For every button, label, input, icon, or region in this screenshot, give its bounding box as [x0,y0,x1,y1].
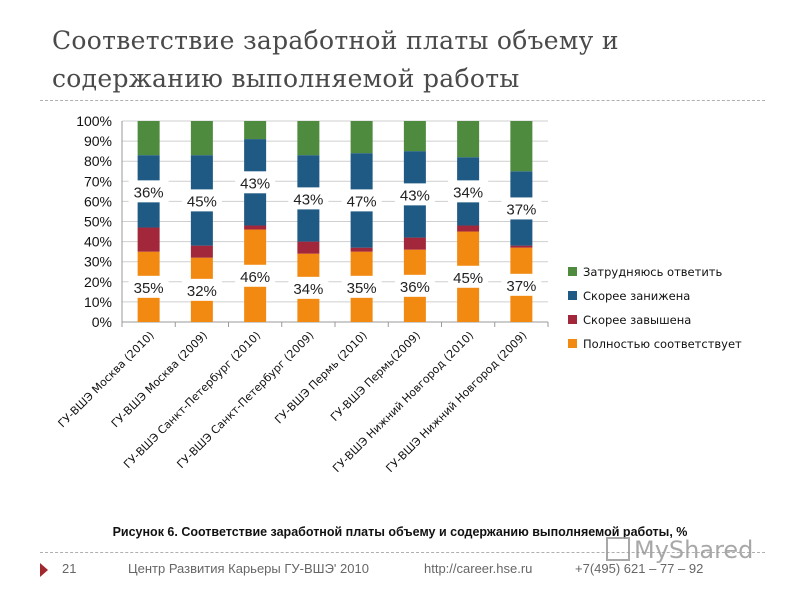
data-label: 43% [240,175,270,192]
data-label: 47% [347,193,377,210]
data-label: 36% [400,279,430,296]
slide-title: Соответствие заработной платы объему и с… [52,26,619,93]
bar-segment [297,121,320,156]
footer-phone: +7(495) 621 – 77 – 92 [575,561,704,576]
x-tick-label: ГУ-ВШЭ Пермь(2009) [328,329,423,424]
footer-arrow-icon [40,563,48,577]
bar-segment [403,237,426,250]
y-tick-label: 10% [84,294,112,310]
watermark-logo-icon [606,537,630,561]
legend-label: Скорее завышена [583,313,691,327]
data-label-background [235,171,276,194]
data-label-background [501,197,542,220]
legend-swatch [568,315,577,324]
data-label-background [128,180,169,203]
data-label-background [394,274,435,297]
y-tick-label: 60% [84,193,112,209]
x-tick-label: ГУ-ВШЭ Москва (2010) [56,329,157,430]
bar-segment [457,121,480,158]
y-tick-label: 40% [84,234,112,250]
data-label-background [448,265,489,288]
data-label: 45% [187,193,217,210]
bar-segment [350,121,373,154]
data-label: 43% [400,187,430,204]
bar-segment [297,241,320,254]
footer-organization: Центр Развития Карьеры ГУ-ВШЭ' 2010 [128,561,369,576]
footer-url: http://career.hse.ru [424,561,533,576]
data-label: 34% [293,281,323,298]
data-label-background [181,278,222,301]
data-label: 37% [506,201,536,218]
bar-segment [457,225,480,232]
data-label: 37% [506,278,536,295]
data-label-background [235,264,276,287]
y-tick-label: 90% [84,133,112,149]
legend-label: Полностью соответствует [583,337,742,351]
x-tick-label: ГУ-ВШЭ Москва (2009) [109,329,210,430]
data-label-background [288,276,329,299]
data-label: 36% [134,184,164,201]
bar-segment [510,245,533,248]
data-label-background [501,273,542,296]
title-divider [40,100,765,101]
bar-segment [244,121,267,140]
data-label-background [448,180,489,203]
y-tick-label: 100% [76,113,112,129]
page-number: 21 [62,561,77,576]
legend-label: Скорее занижена [583,289,690,303]
y-tick-label: 20% [84,274,112,290]
data-label: 35% [347,280,377,297]
data-label: 32% [187,283,217,300]
watermark-text: MyShared [634,536,754,564]
legend-swatch [568,267,577,276]
bar-segment [403,121,426,152]
data-label-background [341,189,382,212]
figure-caption: Рисунок 6. Соответствие заработной платы… [112,525,688,539]
bar-segment [190,121,213,156]
bar-segment [244,225,267,230]
y-tick-label: 30% [84,254,112,270]
y-tick-label: 70% [84,173,112,189]
footer-divider [40,552,765,553]
bar-segment [510,121,533,172]
bar-segment [137,227,160,252]
legend-swatch [568,339,577,348]
y-tick-label: 0% [92,314,112,330]
y-tick-label: 50% [84,214,112,230]
legend-label: Затрудняюсь ответить [583,265,723,279]
data-label: 45% [453,270,483,287]
data-label-background [394,183,435,206]
data-label-background [341,275,382,298]
data-label-background [181,189,222,212]
legend-swatch [568,291,577,300]
bar-segment [350,247,373,252]
data-label: 35% [134,280,164,297]
bar-segment [190,245,213,258]
data-label: 43% [293,191,323,208]
x-tick-label: ГУ-ВШЭ Пермь (2010) [272,329,369,426]
data-label-background [288,187,329,210]
stacked-bar-chart: 0% 10% 20% 30% 40% 50% 60% 70% 80% 90% 100% 35% 36% Г… [56,113,742,475]
footer: 21 Центр Развития Карьеры ГУ-ВШЭ' 2010 h… [0,561,800,581]
bar-segment [137,121,160,156]
data-label: 46% [240,269,270,286]
data-label: 34% [453,184,483,201]
y-tick-label: 80% [84,153,112,169]
watermark: MyShared [606,536,753,564]
data-label-background [128,275,169,298]
